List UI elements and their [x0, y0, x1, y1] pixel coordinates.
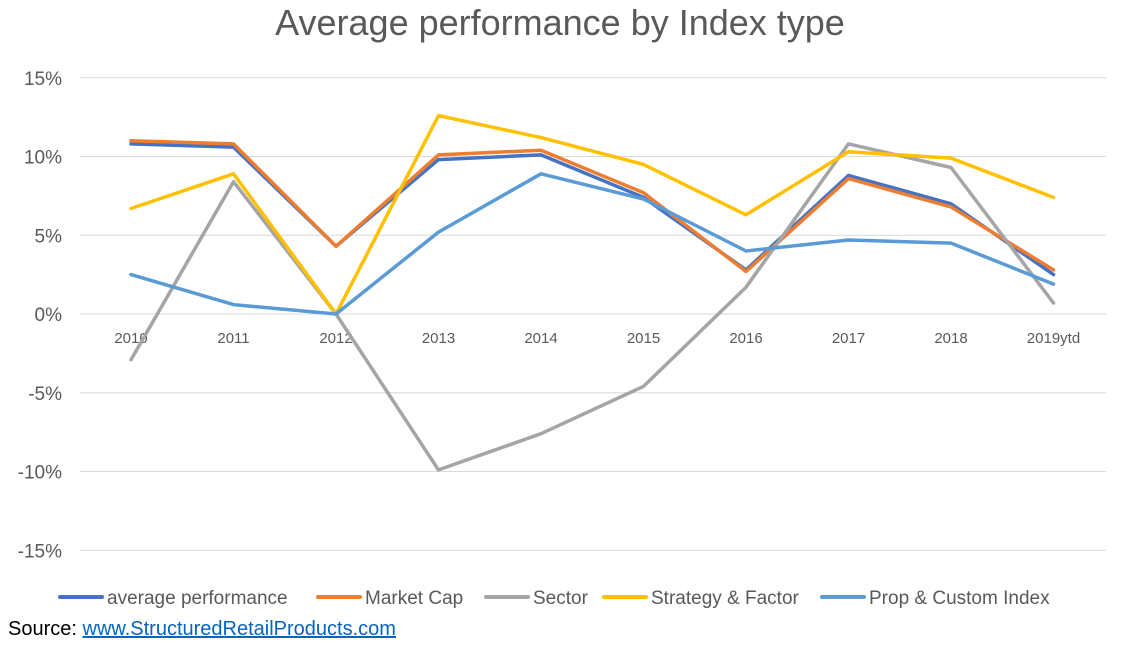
legend-label: average performance [107, 588, 288, 609]
chart-title: Average performance by Index type [275, 2, 845, 43]
legend-label: Sector [533, 588, 589, 609]
y-tick-label: 0% [35, 305, 63, 326]
source-link[interactable]: www.StructuredRetailProducts.com [82, 618, 396, 640]
y-tick-label: 10% [24, 148, 62, 169]
y-tick-label: -10% [18, 463, 62, 484]
legend: average performance Market Cap Sector Strat… [58, 588, 1050, 609]
x-axis-ticks: 2010 2011 2012 2013 2014 2015 2016 2017 2018 2019… [114, 330, 1080, 347]
source-label: Source: [8, 618, 77, 640]
y-tick-label: 5% [35, 226, 63, 247]
x-tick-label: 2013 [422, 330, 455, 347]
legend-label: Prop & Custom Index [869, 588, 1050, 609]
y-tick-label: -5% [28, 384, 62, 405]
legend-label: Market Cap [365, 588, 463, 609]
x-tick-label: 2011 [217, 330, 249, 347]
y-tick-label: -15% [18, 541, 62, 562]
x-tick-label: 2016 [729, 330, 762, 347]
x-tick-label: 2018 [934, 330, 967, 347]
x-tick-label: 2019ytd [1027, 330, 1080, 347]
y-tick-label: 15% [24, 69, 62, 90]
series-line [129, 139, 1056, 274]
source-note: Source: www.StructuredRetailProducts.com [8, 618, 396, 641]
x-tick-label: 2014 [524, 330, 557, 347]
series-line [129, 113, 1056, 316]
gridlines [80, 77, 1106, 551]
series-line [129, 142, 1056, 277]
x-tick-label: 2015 [627, 330, 660, 347]
series-line [129, 172, 1056, 316]
y-axis-ticks: 15% 10% 5% 0% -5% -10% -15% [18, 69, 62, 563]
x-tick-label: 2012 [319, 330, 352, 347]
legend-label: Strategy & Factor [651, 588, 800, 609]
series-lines [129, 113, 1056, 472]
x-tick-label: 2017 [832, 330, 865, 347]
